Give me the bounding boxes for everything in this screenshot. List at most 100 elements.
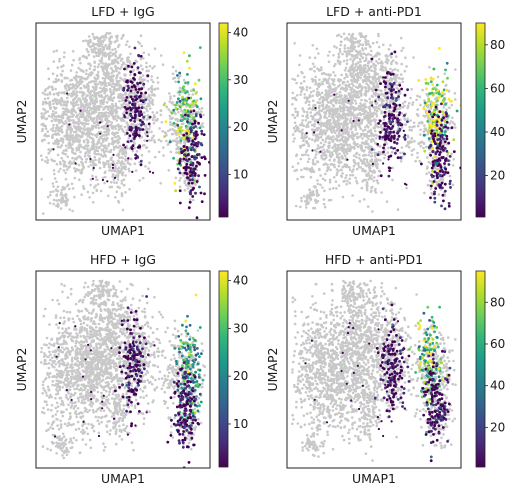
background-cell-point: [332, 54, 335, 57]
background-cell-point: [399, 36, 403, 40]
background-cell-point: [313, 103, 316, 107]
background-cell-point: [95, 178, 98, 181]
background-cell-point: [59, 115, 62, 118]
background-cell-point: [77, 66, 80, 70]
expression-point: [170, 111, 174, 115]
background-cell-point: [452, 158, 456, 161]
background-cell-point: [92, 121, 96, 125]
background-cell-point: [341, 195, 345, 199]
expression-point: [163, 135, 167, 138]
background-cell-point: [119, 164, 123, 167]
background-cell-point: [356, 67, 360, 71]
background-cell-point: [116, 80, 120, 83]
background-cell-point: [293, 137, 296, 140]
background-cell-point: [346, 80, 350, 83]
background-cell-point: [115, 190, 119, 194]
background-cell-point: [147, 139, 151, 142]
background-cell-point: [105, 127, 109, 130]
background-cell-point: [408, 140, 412, 143]
background-cell-point: [336, 107, 339, 110]
background-cell-point: [52, 50, 56, 53]
expression-point: [135, 109, 139, 113]
expression-point: [132, 62, 136, 65]
background-cell-point: [89, 183, 92, 187]
background-cell-point: [88, 102, 91, 105]
expression-point: [139, 54, 143, 58]
background-cell-point: [380, 191, 383, 194]
background-cell-point: [81, 90, 84, 94]
background-cell-point: [169, 120, 172, 124]
expression-point: [144, 91, 148, 95]
background-cell-point: [114, 50, 118, 53]
background-cell-point: [44, 127, 48, 131]
background-cell-point: [64, 148, 68, 151]
background-cell-point: [74, 103, 77, 107]
background-cell-point: [107, 142, 111, 146]
background-cell-point: [91, 32, 95, 36]
background-cell-point: [112, 181, 116, 184]
background-cell-point: [77, 144, 81, 147]
background-cell-point: [111, 105, 115, 108]
background-cell-point: [114, 54, 118, 58]
background-cell-point: [146, 79, 150, 83]
background-cell-point: [294, 204, 298, 208]
background-cell-point: [321, 95, 325, 99]
background-cell-point: [301, 128, 304, 132]
background-cell-point: [79, 106, 82, 110]
background-cell-point: [423, 99, 426, 102]
background-cell-point: [87, 128, 90, 132]
background-cell-point: [94, 149, 98, 153]
background-cell-point: [118, 83, 122, 87]
background-cell-point: [112, 148, 116, 151]
background-cell-point: [330, 138, 334, 141]
background-cell-point: [107, 57, 111, 61]
background-cell-point: [383, 153, 387, 156]
background-cell-point: [74, 138, 77, 142]
background-cell-point: [316, 127, 319, 131]
background-cell-point: [200, 124, 203, 127]
expression-point: [185, 132, 189, 135]
background-cell-point: [339, 43, 343, 47]
background-cell-point: [171, 65, 175, 69]
background-cell-point: [441, 142, 444, 146]
background-cell-point: [324, 150, 327, 154]
background-cell-point: [307, 144, 311, 148]
background-cell-point: [348, 119, 352, 122]
background-cell-point: [173, 111, 176, 114]
background-cell-point: [51, 126, 55, 130]
background-cell-point: [325, 73, 328, 76]
background-cell-point: [88, 131, 92, 134]
background-cell-point: [114, 124, 117, 128]
background-cell-point: [77, 117, 81, 121]
background-cell-point: [84, 96, 87, 100]
background-cell-point: [315, 150, 318, 153]
background-cell-point: [152, 116, 155, 120]
background-cell-point: [114, 102, 118, 106]
background-cell-point: [311, 62, 315, 66]
background-cell-point: [307, 157, 311, 161]
background-cell-point: [314, 75, 317, 79]
background-cell-point: [114, 196, 117, 199]
background-cell-point: [95, 54, 99, 58]
background-cell-point: [142, 51, 146, 55]
expression-point: [198, 46, 202, 49]
background-cell-point: [349, 113, 352, 116]
background-cell-point: [324, 172, 327, 176]
background-cell-point: [345, 182, 349, 186]
background-cell-point: [139, 64, 143, 67]
background-cell-point: [324, 121, 328, 125]
background-cell-point: [328, 150, 331, 153]
background-cell-point: [424, 145, 428, 149]
background-cell-point: [370, 100, 374, 104]
background-cell-point: [64, 171, 67, 175]
background-cell-point: [116, 39, 119, 42]
background-cell-point: [78, 178, 81, 181]
background-cell-point: [124, 165, 127, 168]
expression-point: [186, 117, 190, 121]
background-cell-point: [56, 189, 60, 193]
background-cell-point: [70, 94, 73, 98]
background-cell-point: [58, 160, 62, 164]
background-cell-point: [106, 100, 109, 104]
background-cell-point: [367, 106, 371, 109]
expression-point: [179, 157, 182, 161]
